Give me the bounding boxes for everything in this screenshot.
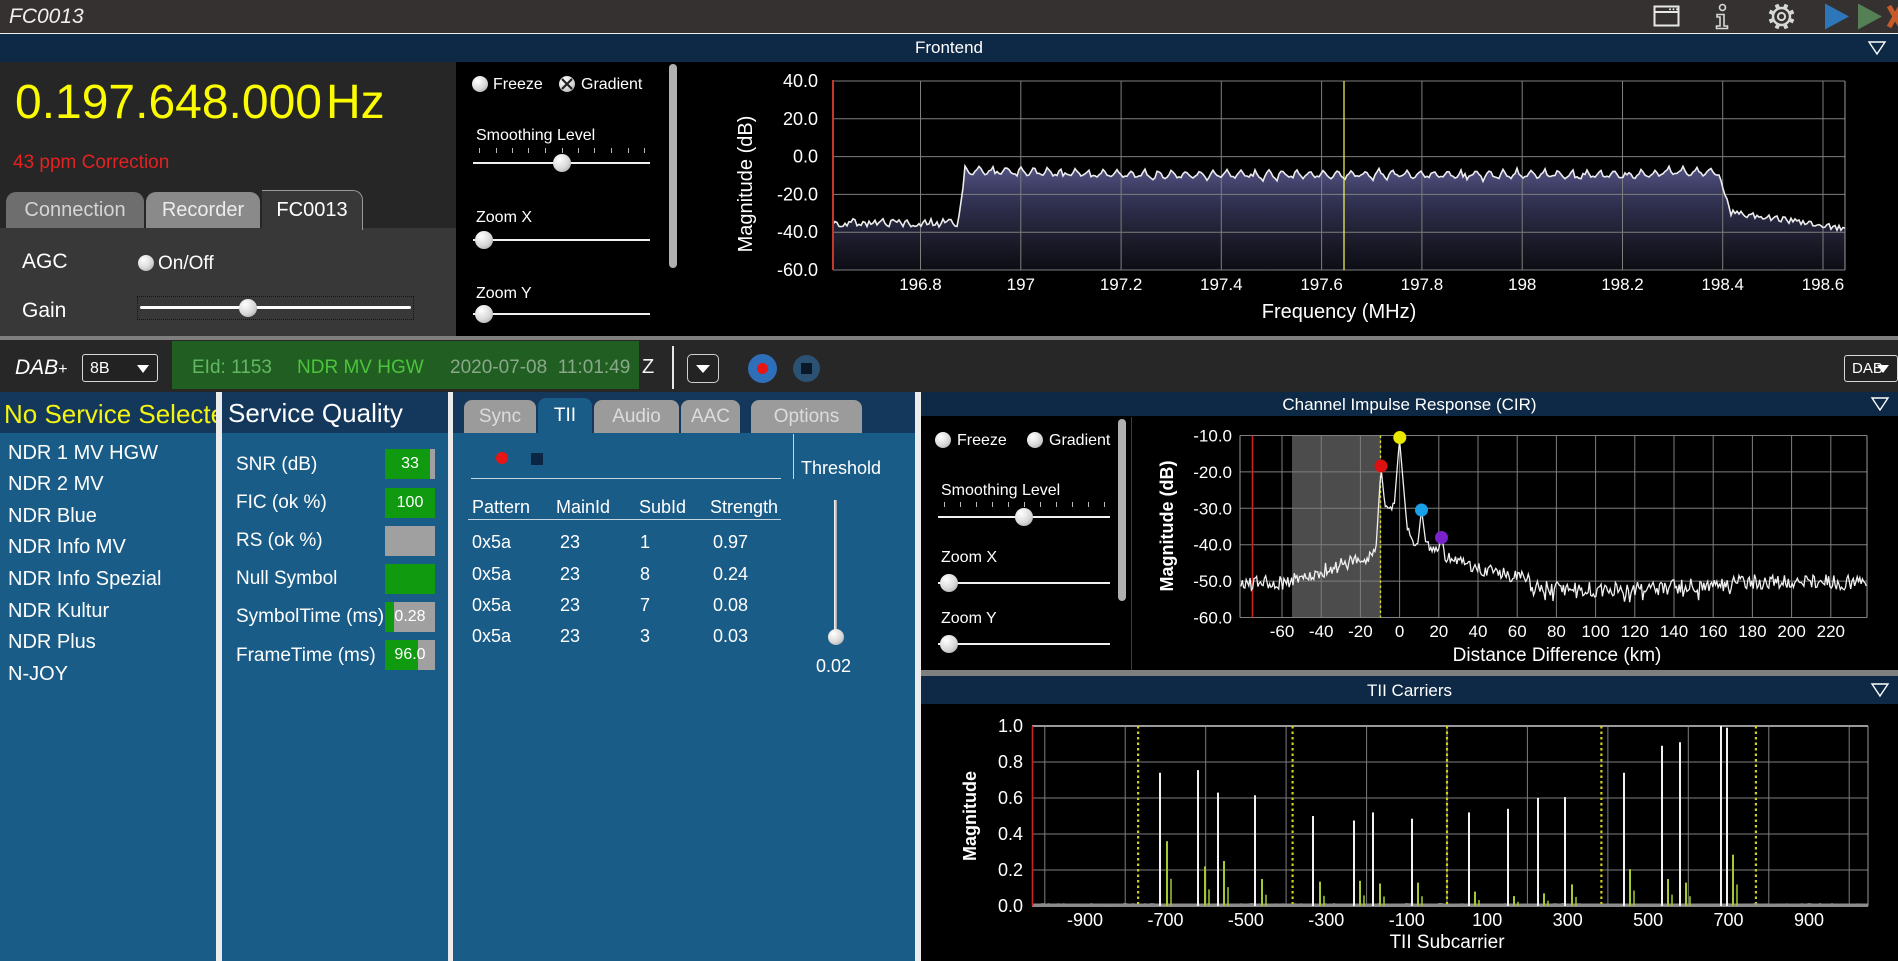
svg-text:-100: -100 — [1389, 910, 1425, 930]
svg-text:-60.0: -60.0 — [1193, 609, 1232, 628]
svg-text:Magnitude: Magnitude — [960, 771, 980, 861]
svg-text:-500: -500 — [1228, 910, 1264, 930]
svg-text:500: 500 — [1633, 910, 1663, 930]
svg-text:197.2: 197.2 — [1100, 275, 1143, 294]
svg-text:200: 200 — [1777, 622, 1805, 641]
svg-text:0: 0 — [1395, 622, 1404, 641]
svg-text:1.0: 1.0 — [998, 716, 1023, 736]
svg-text:0.8: 0.8 — [998, 752, 1023, 772]
svg-text:120: 120 — [1621, 622, 1649, 641]
svg-text:0.6: 0.6 — [998, 788, 1023, 808]
svg-text:-20: -20 — [1348, 622, 1373, 641]
svg-text:0.0: 0.0 — [998, 896, 1023, 916]
svg-text:220: 220 — [1817, 622, 1845, 641]
svg-text:-700: -700 — [1147, 910, 1183, 930]
svg-text:-900: -900 — [1067, 910, 1103, 930]
svg-text:180: 180 — [1738, 622, 1766, 641]
svg-text:100: 100 — [1581, 622, 1609, 641]
svg-text:197.4: 197.4 — [1200, 275, 1243, 294]
svg-text:0.0: 0.0 — [793, 147, 818, 167]
svg-text:-30.0: -30.0 — [1193, 499, 1232, 518]
svg-text:TII Subcarrier: TII Subcarrier — [1389, 932, 1505, 953]
svg-text:-40.0: -40.0 — [1193, 536, 1232, 555]
svg-text:198.6: 198.6 — [1802, 275, 1845, 294]
svg-text:-20.0: -20.0 — [777, 184, 818, 204]
svg-text:-40: -40 — [1309, 622, 1334, 641]
svg-text:-50.0: -50.0 — [1193, 572, 1232, 591]
svg-text:Distance Difference (km): Distance Difference (km) — [1453, 645, 1662, 666]
svg-text:197.8: 197.8 — [1401, 275, 1444, 294]
svg-text:300: 300 — [1553, 910, 1583, 930]
svg-text:0.4: 0.4 — [998, 824, 1023, 844]
svg-text:700: 700 — [1713, 910, 1743, 930]
svg-text:198.2: 198.2 — [1601, 275, 1644, 294]
svg-text:Magnitude (dB): Magnitude (dB) — [1157, 461, 1177, 592]
svg-text:60: 60 — [1508, 622, 1527, 641]
svg-text:-60: -60 — [1270, 622, 1295, 641]
svg-text:Magnitude (dB): Magnitude (dB) — [735, 116, 757, 253]
svg-text:160: 160 — [1699, 622, 1727, 641]
svg-text:197.6: 197.6 — [1300, 275, 1343, 294]
svg-text:40.0: 40.0 — [783, 71, 818, 91]
svg-text:20: 20 — [1429, 622, 1448, 641]
svg-text:40: 40 — [1469, 622, 1488, 641]
svg-text:0.2: 0.2 — [998, 860, 1023, 880]
svg-text:-10.0: -10.0 — [1193, 427, 1232, 446]
svg-text:20.0: 20.0 — [783, 109, 818, 129]
svg-text:198.4: 198.4 — [1701, 275, 1744, 294]
svg-text:Frequency (MHz): Frequency (MHz) — [1262, 301, 1416, 323]
svg-text:-40.0: -40.0 — [777, 222, 818, 242]
svg-text:-60.0: -60.0 — [777, 260, 818, 280]
svg-text:-20.0: -20.0 — [1193, 463, 1232, 482]
svg-text:-300: -300 — [1308, 910, 1344, 930]
svg-text:100: 100 — [1472, 910, 1502, 930]
svg-text:197: 197 — [1007, 275, 1035, 294]
svg-text:196.8: 196.8 — [899, 275, 942, 294]
svg-text:140: 140 — [1660, 622, 1688, 641]
svg-text:198: 198 — [1508, 275, 1536, 294]
svg-text:900: 900 — [1794, 910, 1824, 930]
svg-text:80: 80 — [1547, 622, 1566, 641]
